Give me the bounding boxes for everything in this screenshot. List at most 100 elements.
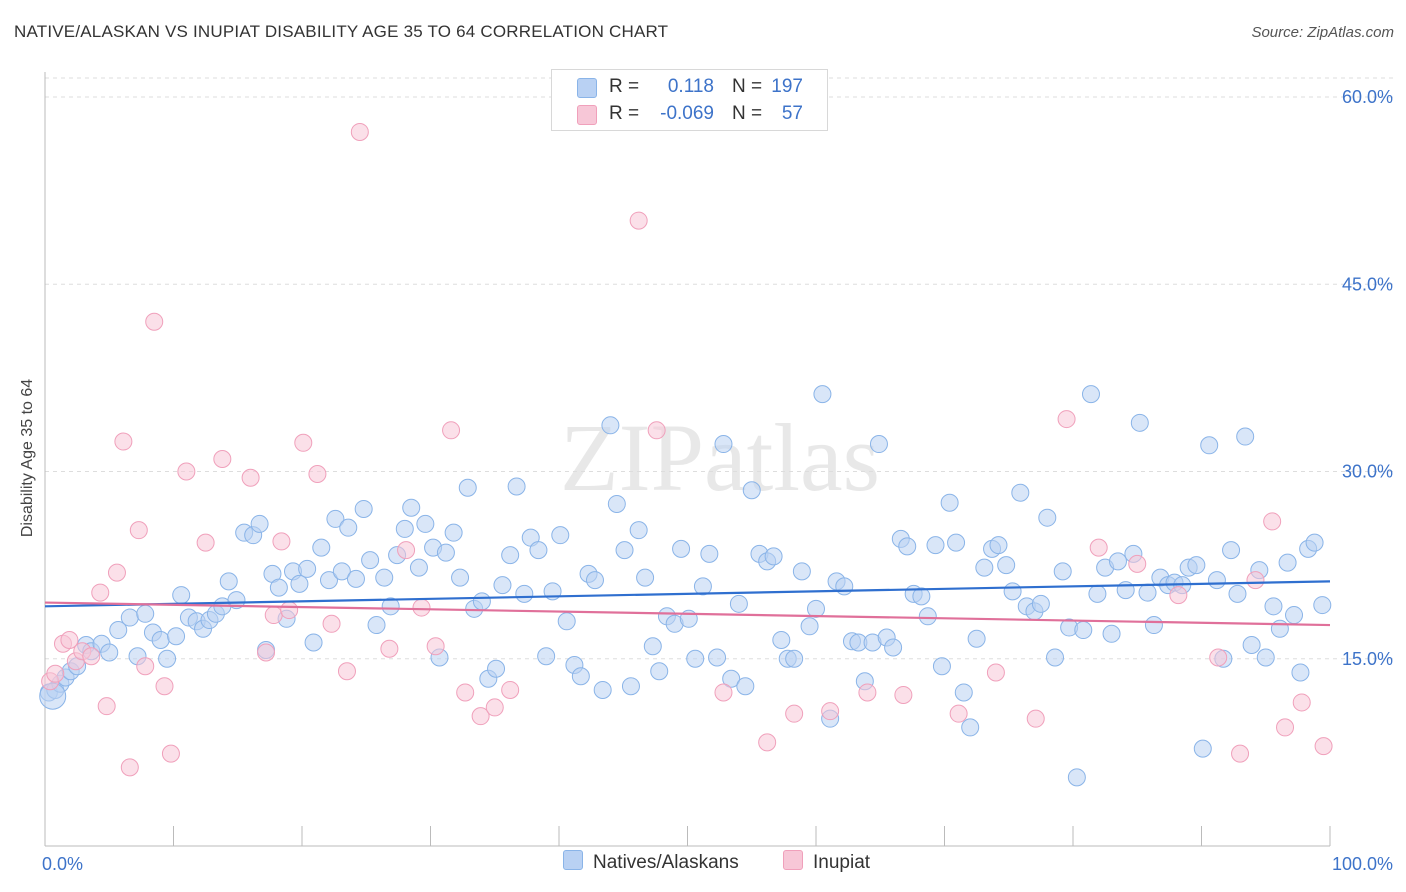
data-point <box>151 631 170 650</box>
data-point <box>742 481 761 500</box>
data-point <box>158 649 177 668</box>
data-point <box>272 532 291 551</box>
data-point <box>167 627 186 646</box>
legend-swatch-pink <box>577 105 597 125</box>
data-point <box>758 733 777 752</box>
data-point <box>650 662 669 681</box>
data-point <box>515 584 534 603</box>
data-point <box>1138 583 1157 602</box>
data-point <box>257 643 276 662</box>
y-tick-label: 60.0% <box>1342 87 1393 107</box>
data-point <box>954 683 973 702</box>
data-point <box>813 385 832 404</box>
data-point <box>472 592 491 611</box>
data-point <box>1246 571 1265 590</box>
trend-line-pink <box>44 601 1331 627</box>
data-point <box>1193 739 1212 758</box>
data-point <box>1200 436 1219 455</box>
legend-swatch-blue <box>563 850 583 870</box>
stats-legend: R = 0.118 N = 197 R = -0.069 N = 57 <box>551 69 828 131</box>
legend-r-label: R = <box>609 103 640 124</box>
legend-item-inupiat: Inupiat <box>783 850 870 874</box>
data-point <box>1313 596 1332 615</box>
data-point <box>412 598 431 617</box>
trend-lines <box>44 580 1331 627</box>
data-point <box>607 494 626 513</box>
data-point <box>918 607 937 626</box>
data-point <box>967 629 986 648</box>
data-point <box>736 677 755 696</box>
data-point <box>629 521 648 540</box>
data-point <box>986 663 1005 682</box>
data-point <box>792 562 811 581</box>
data-point <box>714 435 733 454</box>
inupiat-points <box>41 122 1333 777</box>
data-point <box>686 649 705 668</box>
data-point <box>97 697 116 716</box>
data-point <box>629 211 648 230</box>
data-point <box>397 541 416 560</box>
data-point <box>1169 586 1188 605</box>
data-point <box>1231 744 1250 763</box>
data-point <box>155 677 174 696</box>
data-point <box>807 599 825 618</box>
data-point <box>949 704 968 723</box>
data-point <box>485 698 504 717</box>
data-point <box>304 633 323 652</box>
data-point <box>1038 508 1057 527</box>
data-point <box>471 707 490 726</box>
data-point <box>1285 606 1304 625</box>
data-point <box>46 664 65 683</box>
data-point <box>1209 648 1228 667</box>
data-point <box>835 577 854 596</box>
data-point <box>898 537 917 556</box>
data-point <box>722 669 741 688</box>
data-point <box>1053 562 1072 581</box>
data-point <box>1081 385 1100 404</box>
data-point <box>869 435 888 454</box>
data-point <box>501 680 520 699</box>
source-label: Source: ZipAtlas.com <box>1251 24 1394 41</box>
data-point <box>1256 648 1275 667</box>
data-point <box>1057 410 1076 429</box>
data-point <box>932 657 951 676</box>
data-point <box>402 498 421 517</box>
data-point <box>507 477 526 496</box>
data-point <box>367 616 386 635</box>
data-point <box>416 514 435 533</box>
data-point <box>772 631 791 650</box>
data-point <box>1144 616 1163 635</box>
data-point <box>346 569 365 588</box>
axes <box>44 72 1331 847</box>
data-point <box>354 499 373 518</box>
data-point <box>1242 636 1261 655</box>
legend-r-value: 0.118 <box>667 76 714 97</box>
data-point <box>912 587 931 606</box>
legend-row-inupiat: R = -0.069 N = 57 <box>552 101 827 127</box>
data-point <box>1089 538 1108 557</box>
y-tick-label: 30.0% <box>1342 462 1393 482</box>
data-point <box>375 568 394 587</box>
data-point <box>426 637 445 656</box>
data-point <box>294 433 313 452</box>
data-point <box>129 521 148 540</box>
data-point <box>700 544 719 563</box>
data-point <box>858 683 877 702</box>
data-point <box>621 677 640 696</box>
data-point <box>1270 619 1289 638</box>
tick-labels: 15.0% 30.0% 45.0% 60.0% 0.0% 100.0% <box>42 87 1393 874</box>
data-point <box>91 583 110 602</box>
data-point <box>1026 709 1045 728</box>
data-point <box>107 563 126 582</box>
data-point <box>82 647 101 666</box>
chart-title: NATIVE/ALASKAN VS INUPIAT DISABILITY AGE… <box>14 22 669 41</box>
data-point <box>1228 584 1247 603</box>
legend-swatch-blue <box>577 78 597 98</box>
data-point <box>120 758 139 777</box>
natives-alaskans-points <box>39 385 1332 787</box>
data-point <box>997 556 1016 575</box>
data-point <box>1305 533 1324 552</box>
y-tick-label: 45.0% <box>1342 274 1393 294</box>
data-point <box>601 416 620 435</box>
data-point <box>250 514 269 533</box>
